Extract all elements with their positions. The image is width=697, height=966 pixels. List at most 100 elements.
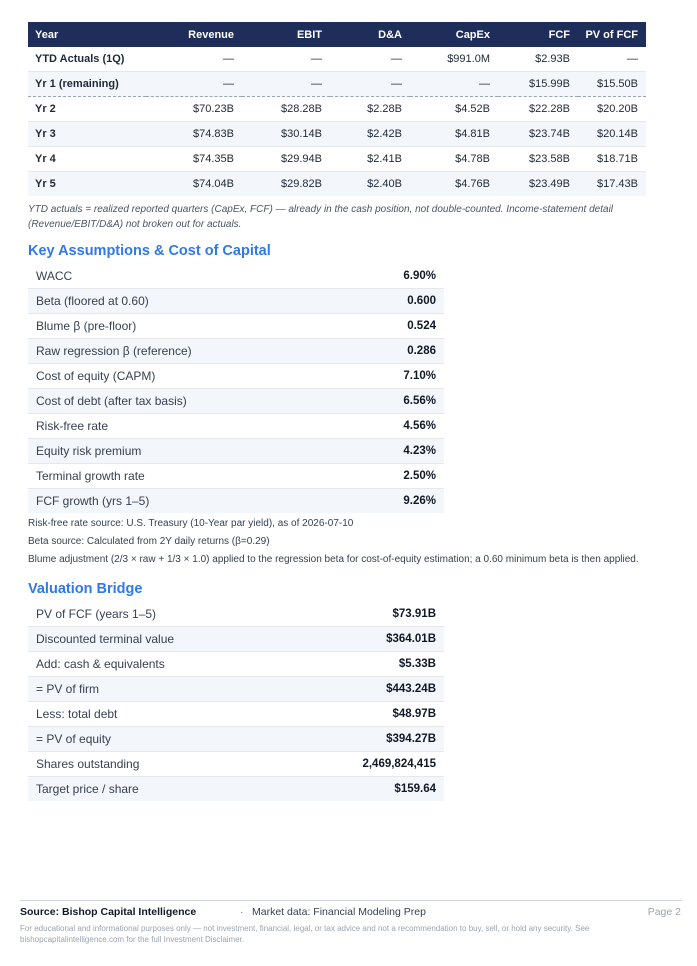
row-label: Target price / share <box>28 776 328 801</box>
assumption-row-wacc: WACC 6.90% <box>28 264 444 289</box>
cell-capex: $4.81B <box>410 121 498 147</box>
table-row: Yr 2 $70.23B $28.28B $2.28B $4.52B $22.2… <box>28 96 646 122</box>
cell-revenue: $74.35B <box>146 146 242 172</box>
row-label: Yr 1 (remaining) <box>28 71 146 97</box>
row-label: Yr 3 <box>28 121 146 147</box>
cell-capex: $991.0M <box>410 47 498 72</box>
table-row: Yr 5 $74.04B $29.82B $2.40B $4.76B $23.4… <box>28 171 646 196</box>
row-label: Beta (floored at 0.60) <box>28 288 328 314</box>
col-header-fcf: FCF <box>498 22 578 47</box>
assumption-row-raw-beta: Raw regression β (reference) 0.286 <box>28 338 444 364</box>
footer-market-data: Market data: Financial Modeling Prep <box>252 906 426 918</box>
row-value: 7.10% <box>328 363 444 389</box>
footer-disclaimer: For educational and informational purpos… <box>20 924 590 944</box>
bridge-row-terminal-value: Discounted terminal value $364.01B <box>28 626 444 652</box>
row-value: 2,469,824,415 <box>328 751 444 777</box>
bridge-row-pv-equity: = PV of equity $394.27B <box>28 726 444 752</box>
cell-capex: $4.78B <box>410 146 498 172</box>
table-row: YTD Actuals (1Q) — — — $991.0M $2.93B — <box>28 47 646 72</box>
cell-fcf: $22.28B <box>498 96 578 122</box>
cell-ebit: $30.14B <box>242 121 330 147</box>
row-value: 6.90% <box>328 264 444 289</box>
cell-revenue: $70.23B <box>146 96 242 122</box>
assumption-row-erp: Equity risk premium 4.23% <box>28 438 444 464</box>
bridge-row-pv-fcf: PV of FCF (years 1–5) $73.91B <box>28 602 444 627</box>
assumption-row-cost-of-equity: Cost of equity (CAPM) 7.10% <box>28 363 444 389</box>
table-header-row: Year Revenue EBIT D&A CapEx FCF PV of FC… <box>28 22 646 47</box>
cell-ebit: — <box>242 47 330 72</box>
cell-pv-fcf: — <box>578 47 646 72</box>
bridge-row-target-price: Target price / share $159.64 <box>28 776 444 801</box>
row-label: = PV of equity <box>28 726 328 752</box>
page-number: Page 2 <box>647 906 681 918</box>
bridge-row-cash: Add: cash & equivalents $5.33B <box>28 651 444 677</box>
blume-adjustment-note: Blume adjustment (2/3 × raw + 1/3 × 1.0)… <box>28 554 639 565</box>
table-row: Yr 4 $74.35B $29.94B $2.41B $4.78B $23.5… <box>28 146 646 172</box>
col-header-year: Year <box>28 22 146 47</box>
cell-ebit: $29.82B <box>242 171 330 196</box>
cell-da: $2.41B <box>330 146 410 172</box>
cell-da: — <box>330 71 410 97</box>
row-label: WACC <box>28 264 328 289</box>
table-row: Yr 1 (remaining) — — — — $15.99B $15.50B <box>28 71 646 97</box>
table-row: Yr 3 $74.83B $30.14B $2.42B $4.81B $23.7… <box>28 121 646 147</box>
row-label: Yr 4 <box>28 146 146 172</box>
beta-source-note: Beta source: Calculated from 2Y daily re… <box>28 536 270 547</box>
valuation-bridge-title: Valuation Bridge <box>28 581 143 597</box>
assumption-row-fcf-growth: FCF growth (yrs 1–5) 9.26% <box>28 488 444 513</box>
cell-revenue: — <box>146 47 242 72</box>
row-label: Discounted terminal value <box>28 626 328 652</box>
cell-revenue: — <box>146 71 242 97</box>
assumptions-table: WACC 6.90% Beta (floored at 0.60) 0.600 Bl… <box>28 264 444 513</box>
col-header-da: D&A <box>330 22 410 47</box>
col-header-ebit: EBIT <box>242 22 330 47</box>
cell-ebit: $29.94B <box>242 146 330 172</box>
row-value: $394.27B <box>328 726 444 752</box>
cell-da: $2.40B <box>330 171 410 196</box>
row-label: YTD Actuals (1Q) <box>28 47 146 72</box>
assumptions-title: Key Assumptions & Cost of Capital <box>28 243 271 259</box>
assumption-row-cost-of-debt: Cost of debt (after tax basis) 6.56% <box>28 388 444 414</box>
col-header-pv-fcf: PV of FCF <box>578 22 646 47</box>
cell-pv-fcf: $18.71B <box>578 146 646 172</box>
row-label: FCF growth (yrs 1–5) <box>28 488 328 513</box>
footer-divider <box>20 900 682 901</box>
row-label: = PV of firm <box>28 676 328 702</box>
row-label: Add: cash & equivalents <box>28 651 328 677</box>
bridge-row-pv-firm: = PV of firm $443.24B <box>28 676 444 702</box>
row-value: $73.91B <box>328 602 444 627</box>
cell-capex: $4.52B <box>410 96 498 122</box>
row-value: $443.24B <box>328 676 444 702</box>
assumption-row-risk-free: Risk-free rate 4.56% <box>28 413 444 439</box>
row-label: Equity risk premium <box>28 438 328 464</box>
cell-ebit: $28.28B <box>242 96 330 122</box>
cell-capex: $4.76B <box>410 171 498 196</box>
fcf-projection-table: Year Revenue EBIT D&A CapEx FCF PV of FC… <box>28 22 646 196</box>
cell-fcf: $23.49B <box>498 171 578 196</box>
cell-fcf: $23.74B <box>498 121 578 147</box>
row-label: Yr 5 <box>28 171 146 196</box>
cell-fcf: $2.93B <box>498 47 578 72</box>
row-value: $5.33B <box>328 651 444 677</box>
cell-revenue: $74.04B <box>146 171 242 196</box>
row-value: 4.23% <box>328 438 444 464</box>
cell-pv-fcf: $15.50B <box>578 71 646 97</box>
row-label: Less: total debt <box>28 701 328 727</box>
cell-pv-fcf: $17.43B <box>578 171 646 196</box>
cell-da: $2.28B <box>330 96 410 122</box>
row-label: Blume β (pre-floor) <box>28 313 328 339</box>
ytd-actuals-note: YTD actuals = realized reported quarters… <box>28 204 614 230</box>
cell-pv-fcf: $20.14B <box>578 121 646 147</box>
row-label: Cost of equity (CAPM) <box>28 363 328 389</box>
row-label: Shares outstanding <box>28 751 328 777</box>
row-label: Yr 2 <box>28 96 146 122</box>
row-value: 6.56% <box>328 388 444 414</box>
valuation-bridge-table: PV of FCF (years 1–5) $73.91B Discounted … <box>28 602 444 801</box>
cell-fcf: $15.99B <box>498 71 578 97</box>
cell-capex: — <box>410 71 498 97</box>
cell-fcf: $23.58B <box>498 146 578 172</box>
bridge-row-total-debt: Less: total debt $48.97B <box>28 701 444 727</box>
row-value: 0.600 <box>328 288 444 314</box>
row-value: 0.524 <box>328 313 444 339</box>
